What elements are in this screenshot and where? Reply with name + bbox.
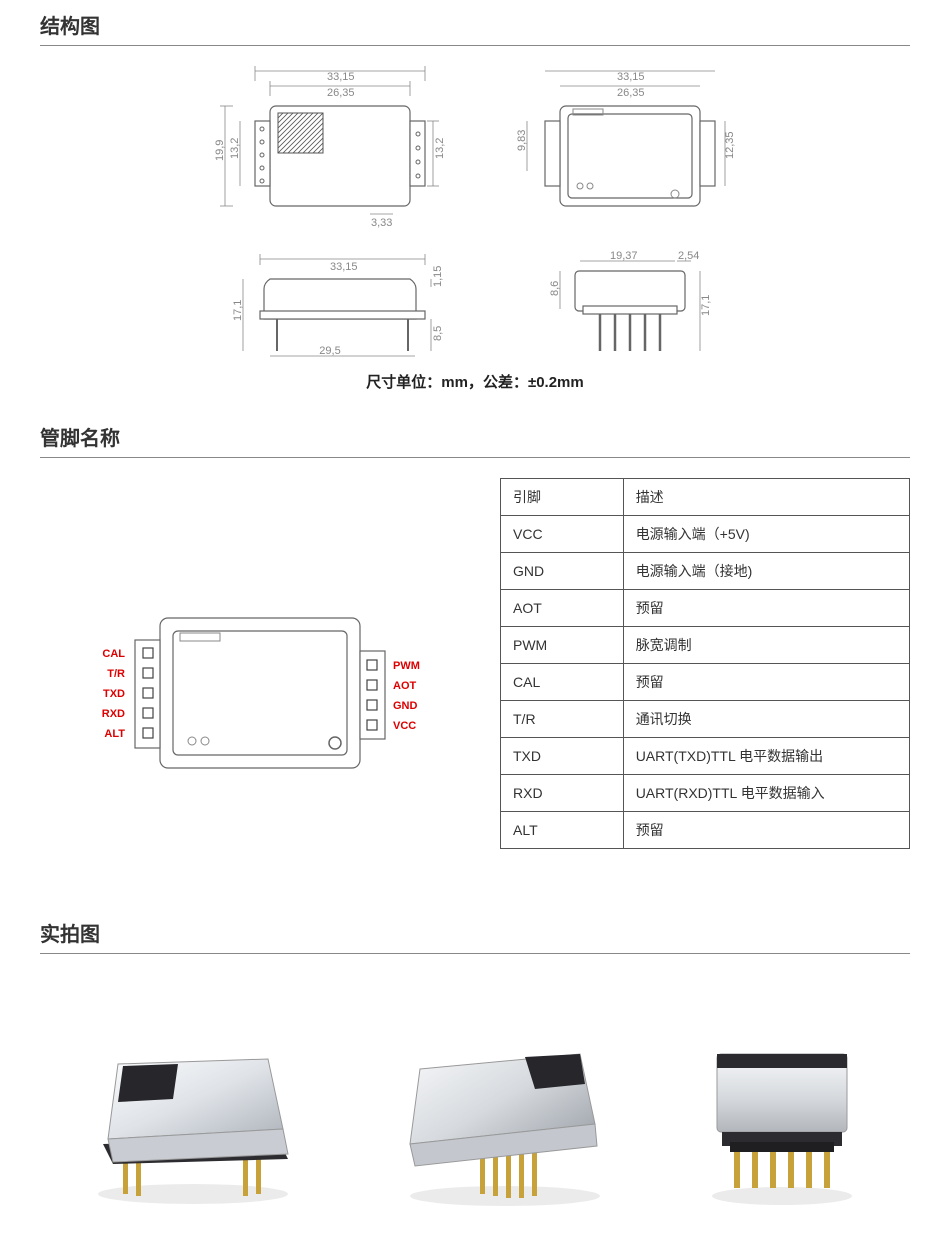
svg-text:19,9: 19,9 bbox=[215, 140, 226, 161]
section-title-pins: 管脚名称 bbox=[40, 422, 910, 458]
svg-text:12,35: 12,35 bbox=[724, 131, 735, 159]
svg-text:33,15: 33,15 bbox=[617, 71, 645, 83]
photo-end bbox=[682, 1024, 882, 1214]
table-row: GND电源输入端（接地) bbox=[501, 553, 910, 590]
table-row: VCC电源输入端（+5V) bbox=[501, 516, 910, 553]
table-row: ALT预留 bbox=[501, 812, 910, 849]
svg-text:GND: GND bbox=[393, 700, 418, 712]
svg-text:9,83: 9,83 bbox=[516, 130, 528, 151]
svg-text:PWM: PWM bbox=[393, 660, 420, 672]
svg-text:33,15: 33,15 bbox=[330, 261, 358, 273]
svg-text:19,37: 19,37 bbox=[610, 251, 638, 262]
section-title-photos: 实拍图 bbox=[40, 918, 910, 954]
svg-text:2,54: 2,54 bbox=[678, 251, 699, 262]
pin-table: 引脚描述 VCC电源输入端（+5V) GND电源输入端（接地) AOT预留 PW… bbox=[500, 478, 910, 849]
section-title-structure: 结构图 bbox=[40, 10, 910, 46]
svg-text:8,6: 8,6 bbox=[549, 281, 561, 296]
svg-text:17,1: 17,1 bbox=[700, 295, 712, 316]
pin-diagram: CAL T/R TXD RXD ALT PWM AOT GND VCC bbox=[65, 578, 445, 808]
diagram-end-right: 19,37 2,54 8,6 17,1 bbox=[505, 251, 735, 361]
photo-perspective bbox=[68, 1024, 318, 1214]
photo-back bbox=[375, 1024, 625, 1214]
svg-text:33,15: 33,15 bbox=[327, 71, 355, 83]
svg-text:TXD: TXD bbox=[103, 688, 125, 700]
svg-text:CAL: CAL bbox=[102, 648, 125, 660]
table-row: AOT预留 bbox=[501, 590, 910, 627]
svg-text:T/R: T/R bbox=[107, 668, 125, 680]
svg-text:17,1: 17,1 bbox=[232, 300, 244, 321]
svg-text:ALT: ALT bbox=[104, 728, 125, 740]
table-row: CAL预留 bbox=[501, 664, 910, 701]
diagram-side-left: 33,15 17,1 1,15 8,5 29,5 bbox=[215, 251, 445, 361]
table-row: 引脚描述 bbox=[501, 479, 910, 516]
svg-text:13,2: 13,2 bbox=[434, 138, 445, 159]
svg-text:VCC: VCC bbox=[393, 720, 416, 732]
svg-text:26,35: 26,35 bbox=[617, 87, 645, 99]
table-row: PWM脉宽调制 bbox=[501, 627, 910, 664]
table-row: T/R通讯切换 bbox=[501, 701, 910, 738]
svg-text:AOT: AOT bbox=[393, 680, 417, 692]
svg-text:13,2: 13,2 bbox=[229, 138, 241, 159]
svg-text:RXD: RXD bbox=[102, 708, 125, 720]
svg-text:26,35: 26,35 bbox=[327, 87, 355, 99]
svg-text:3,33: 3,33 bbox=[371, 217, 392, 229]
product-photos bbox=[40, 1014, 910, 1214]
table-row: RXDUART(RXD)TTL 电平数据输入 bbox=[501, 775, 910, 812]
diagram-top-left: 33,15 26,35 19,9 13,2 bbox=[215, 66, 445, 231]
svg-text:8,5: 8,5 bbox=[432, 326, 444, 341]
svg-text:29,5: 29,5 bbox=[319, 345, 340, 357]
dimension-caption: 尺寸单位：mm，公差：±0.2mm bbox=[40, 371, 910, 392]
table-row: TXDUART(TXD)TTL 电平数据输出 bbox=[501, 738, 910, 775]
structure-diagrams: 33,15 26,35 19,9 13,2 bbox=[40, 66, 910, 361]
diagram-top-right: 33,15 26,35 9,83 12,35 bbox=[505, 66, 735, 231]
svg-text:1,15: 1,15 bbox=[432, 266, 444, 287]
